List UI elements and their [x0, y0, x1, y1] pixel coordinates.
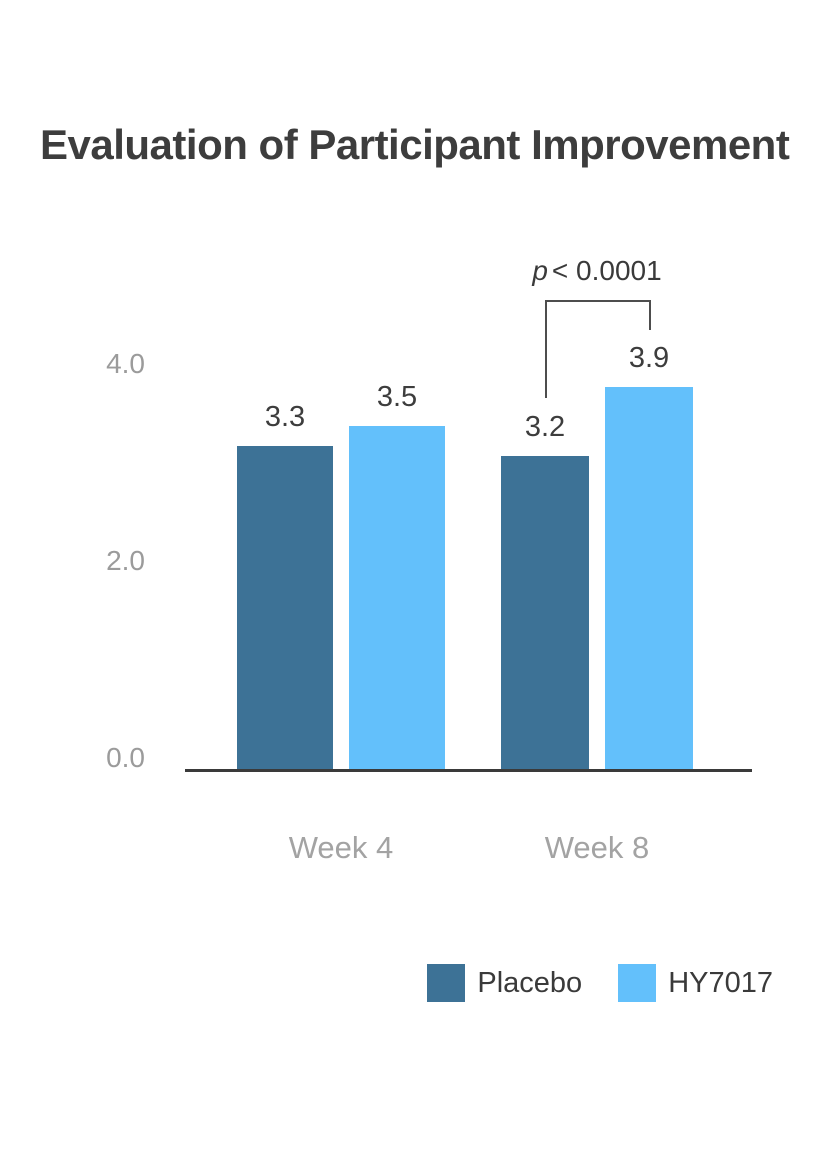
p-comparison: < 0.0001	[551, 255, 662, 286]
bar-value-label: 3.3	[264, 401, 306, 433]
significance-label: p < 0.0001	[447, 254, 747, 288]
bracket-left-line	[545, 300, 547, 398]
category-label-week-8: Week 8	[544, 830, 650, 865]
y-axis-tick-label: 0.0	[106, 742, 145, 773]
bar-hy7017-week-4	[349, 426, 445, 771]
bar-value-label: 3.2	[524, 411, 566, 443]
bracket-right-line	[649, 300, 651, 330]
legend-item-hy7017[interactable]: HY7017	[618, 964, 773, 1002]
legend-item-placebo[interactable]: Placebo	[427, 964, 582, 1002]
legend-label: HY7017	[668, 967, 773, 999]
y-axis-tick-label: 4.0	[106, 348, 145, 379]
x-axis-line	[185, 769, 752, 772]
bar-placebo-week-8	[501, 456, 589, 771]
p-symbol: p	[532, 255, 548, 286]
bar-placebo-week-4	[237, 446, 333, 771]
y-axis-tick-label: 2.0	[106, 545, 145, 576]
bar-hy7017-week-8	[605, 387, 693, 771]
legend: Placebo HY7017	[427, 964, 773, 1002]
bar-value-label: 3.9	[628, 342, 670, 374]
legend-swatch-hy7017	[618, 964, 657, 1002]
legend-swatch-placebo	[427, 964, 466, 1002]
bar-value-label: 3.5	[376, 381, 418, 413]
legend-label: Placebo	[477, 967, 583, 999]
bracket-horizontal-line	[545, 300, 651, 302]
chart-title: Evaluation of Participant Improvement	[40, 121, 790, 168]
category-label-week-4: Week 4	[288, 830, 394, 865]
